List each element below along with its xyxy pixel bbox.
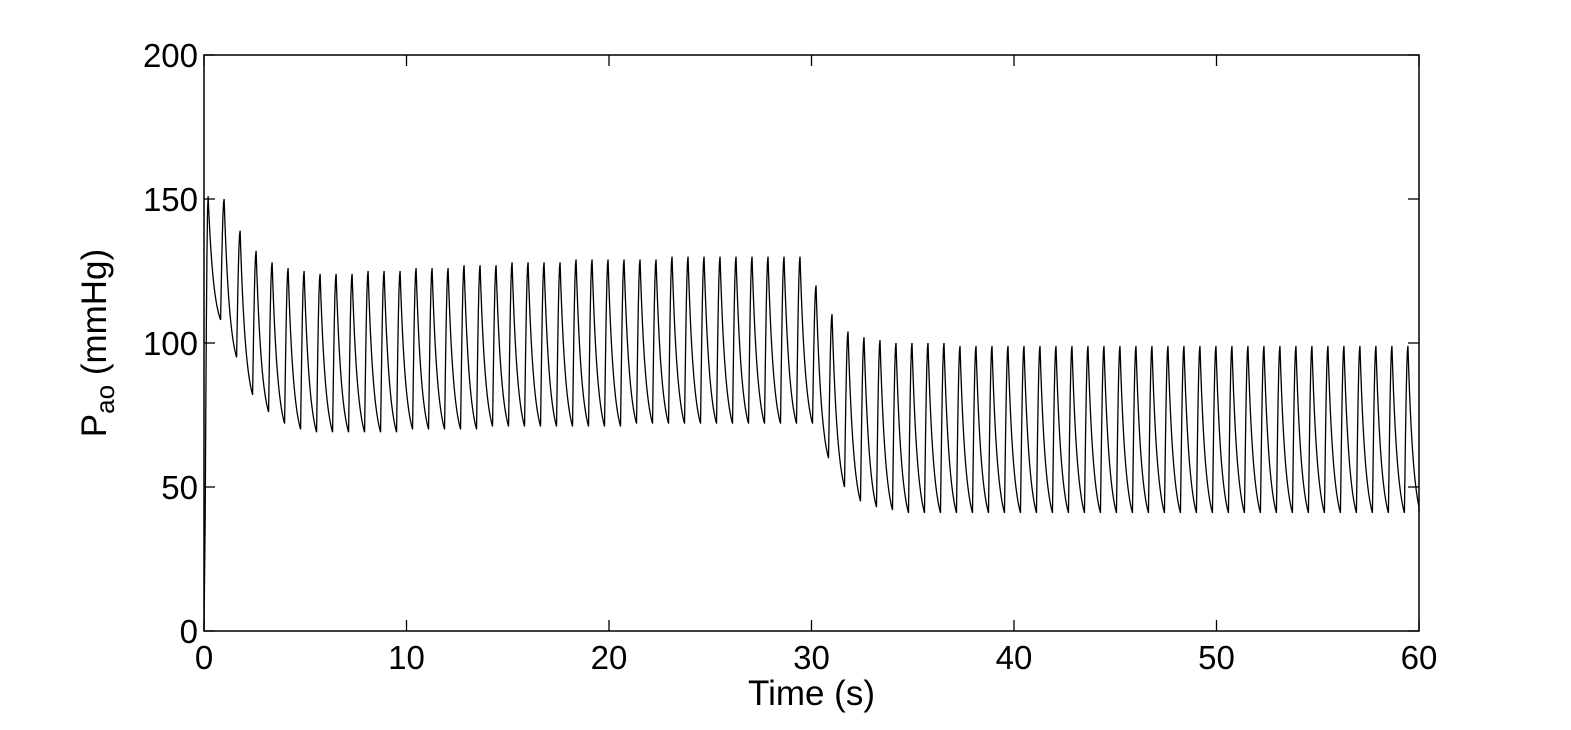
plot-frame <box>203 54 1420 632</box>
x-tick-label: 40 <box>996 639 1033 676</box>
tick-labels: 0 10 20 30 40 50 60 0 50 100 150 200 <box>143 37 1437 676</box>
y-axis-label-unit: (mmHg) <box>75 249 114 385</box>
x-tick-label: 10 <box>388 639 425 676</box>
y-axis-label: Pao (mmHg) <box>75 249 120 437</box>
x-tick-label: 20 <box>591 639 628 676</box>
x-tick-label: 60 <box>1401 639 1438 676</box>
series-line-pao <box>203 196 1420 632</box>
x-axis-label: Time (s) <box>748 674 875 713</box>
x-tick-label: 30 <box>793 639 830 676</box>
y-tick-label: 200 <box>143 37 198 74</box>
y-tick-label: 150 <box>143 181 198 218</box>
x-tick-label: 50 <box>1198 639 1235 676</box>
y-tick-label: 100 <box>143 325 198 362</box>
y-tick-label: 50 <box>161 469 198 506</box>
x-tick-label: 0 <box>195 639 213 676</box>
y-axis-label-main: P <box>75 414 114 437</box>
y-tick-label: 0 <box>180 613 198 650</box>
y-axis-label-subscript: ao <box>90 385 120 414</box>
